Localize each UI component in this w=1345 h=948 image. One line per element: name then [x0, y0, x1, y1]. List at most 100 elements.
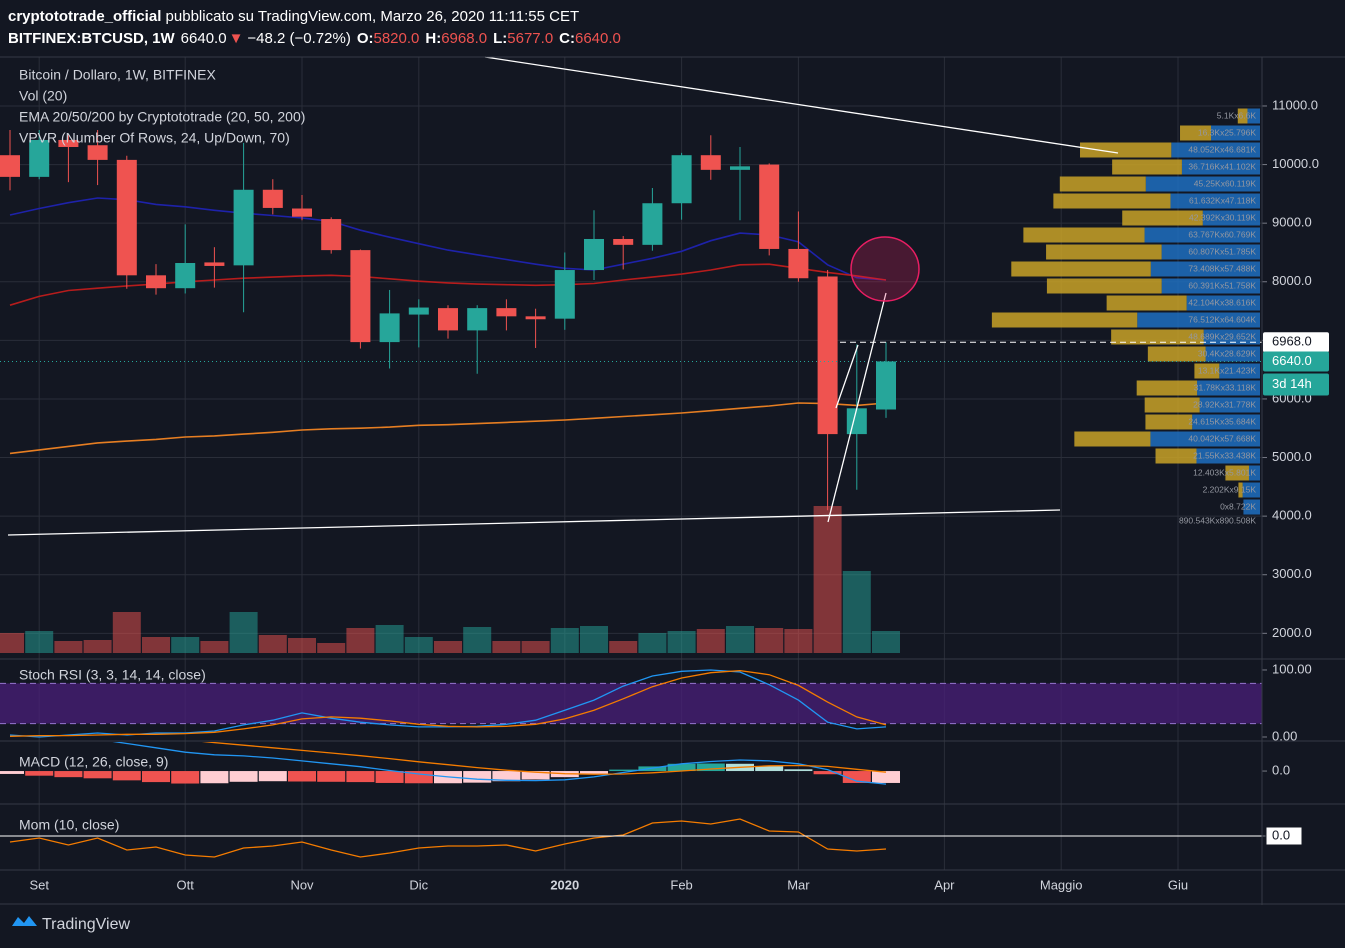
vpvr-up — [1180, 125, 1211, 141]
volume-bar — [609, 641, 638, 653]
candle-body — [876, 361, 896, 410]
vpvr-label: 60.391Kx51.758K — [1188, 280, 1256, 290]
candle-body — [700, 155, 721, 170]
vpvr-up — [1237, 108, 1248, 124]
indicator-plot — [9, 818, 887, 858]
vpvr-down — [1210, 125, 1260, 141]
y-tick-label: 3000.0 — [1272, 566, 1312, 581]
vpvr-total: 890.543Kx890.508K — [1179, 515, 1256, 525]
candle-body — [116, 159, 137, 276]
candle-body — [321, 219, 342, 251]
y-tick-label: 0.00 — [1272, 728, 1297, 743]
candle-body — [759, 164, 780, 249]
volume-bar — [25, 631, 54, 653]
close: 6640.0 — [575, 30, 621, 47]
volume-bar — [375, 625, 404, 653]
vpvr-label: 0x8.722K — [1220, 501, 1256, 511]
indicator-plot — [0, 669, 1262, 738]
vpvr-label: 16.3Kx25.796K — [1198, 127, 1256, 137]
vpvr-label: 73.408Kx57.488K — [1188, 263, 1256, 273]
macd-histogram — [346, 771, 375, 783]
x-tick-label: Ott — [177, 877, 195, 892]
macd-histogram — [83, 771, 112, 779]
volume-bar — [434, 641, 462, 653]
indicator-line — [9, 818, 887, 858]
volume-bar — [112, 612, 141, 653]
vpvr-up — [1059, 176, 1146, 192]
volume-bar — [784, 629, 813, 653]
macd-histogram — [0, 771, 24, 774]
mom-title: Mom (10, close) — [19, 817, 119, 833]
volume-title: Vol (20) — [19, 88, 67, 104]
macd-histogram — [463, 771, 492, 783]
vpvr-label: 40.042Kx57.668K — [1188, 433, 1256, 443]
author: cryptototrade_official — [8, 8, 161, 25]
ema-line — [9, 402, 887, 455]
candle-body — [233, 189, 254, 266]
vpvr-down — [1150, 431, 1260, 447]
macd-histogram — [200, 771, 229, 784]
price-label: 6968.0 — [1272, 334, 1312, 349]
vpvr-up — [1194, 363, 1220, 379]
vpvr-label: 48.052Kx46.681K — [1188, 144, 1256, 154]
vpvr-up — [1155, 448, 1197, 464]
volume-bar — [404, 637, 433, 653]
vpvr-up — [1147, 346, 1206, 362]
candle-body — [730, 166, 750, 170]
macd-histogram — [813, 771, 842, 775]
vpvr-label: 28.92Kx31.778K — [1193, 399, 1256, 409]
volume-bar — [288, 638, 316, 653]
trend-line — [484, 56, 1119, 154]
header-line: cryptototrade_official pubblicato su Tra… — [8, 8, 579, 25]
stoch-title: Stoch RSI (3, 3, 14, 14, close) — [19, 667, 206, 683]
y-tick-label: 0.0 — [1272, 762, 1290, 777]
vpvr-label: 21.55Kx33.438K — [1193, 450, 1256, 460]
vpvr-down — [1150, 261, 1260, 277]
candle-body — [788, 248, 809, 279]
vpvr-down — [1181, 159, 1260, 175]
brand: TradingView — [42, 916, 130, 933]
vpvr-up — [1112, 159, 1182, 175]
arrow: ▼ — [229, 30, 244, 47]
candle-body — [292, 208, 312, 217]
candle-body — [146, 275, 166, 289]
vpvr-label: 48.689Kx29.652K — [1188, 331, 1256, 341]
macd-histogram — [54, 771, 83, 778]
vpvr-down — [1199, 397, 1260, 413]
y-tick-label: 10000.0 — [1272, 156, 1319, 171]
countdown-box — [1263, 373, 1329, 396]
l-label: L: — [493, 30, 507, 47]
volume-bar — [142, 637, 170, 653]
candle-body — [642, 203, 663, 245]
candle-body — [87, 145, 108, 160]
volume-bar — [726, 626, 754, 653]
ema-line — [9, 197, 887, 281]
change: −48.2 (−0.72%) — [247, 30, 350, 47]
volume-bar — [171, 637, 200, 653]
open: 5820.0 — [374, 30, 420, 47]
c-label: C: — [559, 30, 575, 47]
vpvr-down — [1242, 482, 1260, 498]
symbol: BITFINEX:BTCUSD, 1W — [8, 30, 176, 47]
vpvr-label: 31.78Kx33.118K — [1194, 382, 1257, 392]
volume-bar — [521, 641, 550, 653]
vpvr-down — [1197, 380, 1260, 396]
vpvr-down — [1203, 329, 1260, 345]
volume-bar — [258, 635, 287, 653]
macd-plot — [0, 742, 900, 785]
vpvr-up — [1238, 482, 1243, 498]
candle-body — [0, 155, 20, 177]
vpvr-down — [1171, 142, 1260, 158]
volume-bar — [492, 641, 521, 653]
macd-histogram — [317, 771, 346, 782]
vpvr-down — [1243, 499, 1260, 515]
macd-histogram — [580, 771, 608, 774]
vpvr-down — [1202, 210, 1260, 226]
volume-bar — [842, 571, 871, 653]
vpvr-up — [1111, 329, 1204, 345]
candle-body — [438, 308, 458, 331]
volume-bar — [580, 626, 608, 653]
candle-body — [525, 316, 546, 320]
vpvr-up — [991, 312, 1138, 328]
vpvr-label: 24.615Kx35.684K — [1188, 416, 1256, 426]
